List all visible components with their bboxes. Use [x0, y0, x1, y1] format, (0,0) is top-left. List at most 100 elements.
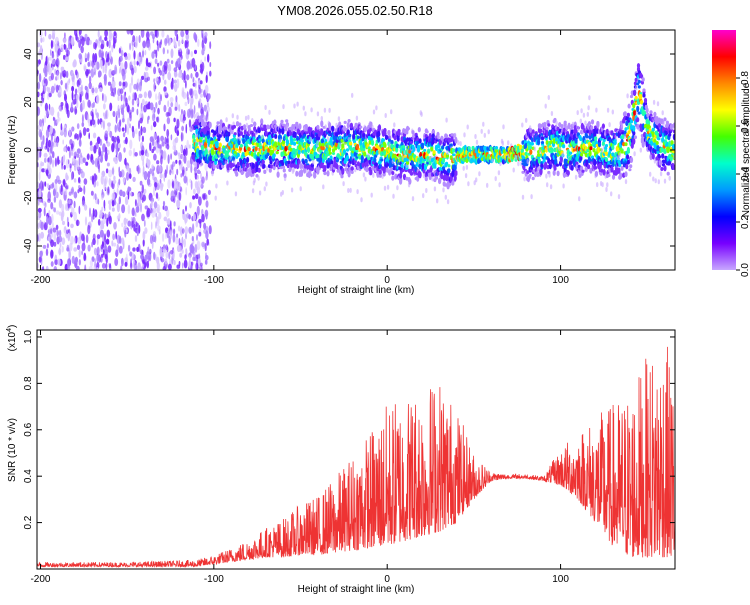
heatmap-cell: [64, 128, 67, 138]
heatmap-cell: [93, 234, 96, 241]
heatmap-cell: [48, 57, 52, 61]
heatmap-cell: [284, 153, 287, 156]
heatmap-cell: [63, 147, 66, 152]
heatmap-cell: [343, 150, 346, 154]
heatmap-cell: [94, 210, 96, 216]
heatmap-cell: [98, 219, 101, 226]
heatmap-cell: [663, 165, 666, 171]
heatmap-cell: [67, 245, 70, 251]
heatmap-cell: [83, 185, 85, 195]
heatmap-cell: [331, 126, 334, 130]
heatmap-cell: [207, 54, 209, 63]
heatmap-cell: [657, 101, 659, 106]
heatmap-cell: [56, 70, 59, 80]
heatmap-cell: [120, 88, 124, 94]
heatmap-cell: [79, 187, 83, 192]
heatmap-cell: [193, 189, 196, 195]
heatmap-cell: [181, 146, 183, 152]
heatmap-cell: [301, 165, 304, 169]
heatmap-cell: [85, 162, 88, 166]
heatmap-cell: [507, 140, 509, 145]
heatmap-cell: [389, 134, 391, 139]
heatmap-cell: [104, 213, 106, 219]
heatmap-cell: [169, 169, 171, 175]
heatmap-cell: [224, 127, 227, 130]
heatmap-cell: [64, 32, 66, 38]
heatmap-cell: [200, 94, 203, 98]
heatmap-cell: [515, 155, 517, 160]
heatmap-cell: [383, 143, 386, 148]
heatmap-cell: [72, 91, 74, 101]
heatmap-cell: [95, 87, 98, 93]
heatmap-cell: [128, 110, 132, 115]
heatmap-cell: [663, 117, 666, 121]
heatmap-cell: [657, 137, 660, 140]
heatmap-cell: [258, 168, 261, 173]
heatmap-cell: [300, 170, 303, 177]
heatmap-cell: [155, 93, 157, 100]
heatmap-cell: [193, 214, 196, 222]
heatmap-cell: [134, 152, 138, 157]
heatmap-cell: [364, 126, 367, 132]
heatmap-cell: [46, 266, 49, 273]
spectrogram-x-label: Height of straight line (km): [298, 285, 415, 296]
heatmap-cell: [123, 147, 125, 152]
heatmap-cell: [463, 132, 465, 137]
heatmap-cell: [560, 124, 563, 129]
heatmap-cell: [68, 159, 70, 164]
heatmap-cell: [589, 146, 592, 150]
heatmap-cell: [195, 263, 198, 270]
heatmap-cell: [86, 128, 89, 132]
heatmap-cell: [618, 194, 620, 199]
heatmap-cell: [75, 33, 77, 41]
heatmap-cell: [174, 83, 177, 92]
heatmap-cell: [43, 245, 47, 249]
heatmap-cell: [53, 188, 56, 196]
heatmap-cell: [56, 225, 59, 230]
heatmap-cell: [132, 217, 136, 224]
heatmap-cell: [69, 243, 72, 252]
heatmap-cell: [132, 35, 135, 42]
heatmap-cell: [69, 128, 71, 138]
heatmap-cell: [93, 133, 96, 139]
heatmap-cell: [179, 160, 182, 164]
heatmap-cell: [133, 224, 135, 232]
heatmap-cell: [106, 168, 108, 173]
heatmap-cell: [116, 147, 118, 156]
heatmap-cell: [183, 176, 187, 184]
heatmap-cell: [640, 148, 642, 153]
heatmap-cell: [53, 232, 56, 241]
heatmap-cell: [369, 169, 372, 175]
heatmap-cell: [115, 125, 117, 133]
heatmap-cell: [322, 184, 324, 189]
heatmap-cell: [181, 126, 184, 132]
heatmap-cell: [151, 211, 155, 218]
heatmap-cell: [56, 210, 59, 214]
heatmap-cell: [445, 195, 447, 200]
heatmap-cell: [240, 131, 243, 135]
heatmap-cell: [149, 142, 151, 151]
heatmap-cell: [101, 194, 103, 200]
heatmap-cell: [103, 66, 105, 74]
heatmap-cell: [202, 194, 205, 200]
heatmap-cell: [97, 137, 101, 145]
heatmap-cell: [329, 152, 332, 155]
heatmap-cell: [172, 182, 174, 189]
heatmap-cell: [139, 118, 142, 124]
heatmap-cell: [184, 155, 187, 164]
heatmap-cell: [133, 50, 135, 59]
heatmap-cell: [442, 187, 444, 192]
heatmap-cell: [79, 259, 81, 265]
heatmap-cell: [548, 173, 550, 178]
heatmap-cell: [147, 261, 149, 269]
heatmap-cell: [435, 176, 438, 180]
heatmap-cell: [62, 156, 65, 165]
heatmap-cell: [146, 40, 150, 48]
heatmap-cell: [204, 32, 207, 37]
heatmap-cell: [163, 105, 166, 113]
heatmap-cell: [239, 136, 241, 141]
heatmap-cell: [46, 56, 48, 66]
heatmap-cell: [246, 157, 249, 163]
heatmap-cell: [74, 201, 76, 208]
